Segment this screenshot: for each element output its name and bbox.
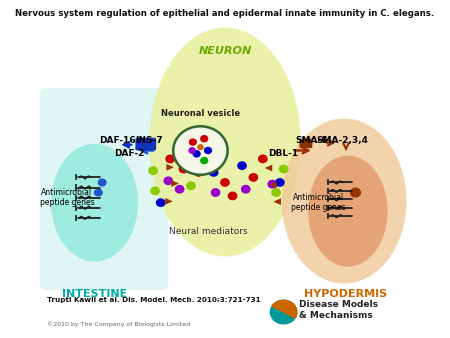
Circle shape bbox=[176, 186, 184, 193]
Polygon shape bbox=[274, 198, 281, 205]
Ellipse shape bbox=[282, 119, 406, 284]
FancyBboxPatch shape bbox=[300, 139, 312, 148]
Polygon shape bbox=[265, 165, 272, 171]
FancyBboxPatch shape bbox=[40, 88, 168, 290]
Text: Disease Models
& Mechanisms: Disease Models & Mechanisms bbox=[299, 300, 378, 320]
Text: NEURON: NEURON bbox=[198, 46, 252, 56]
Text: Trupti Kawli et al. Dis. Model. Mech. 2010;3:721-731: Trupti Kawli et al. Dis. Model. Mech. 20… bbox=[47, 297, 261, 303]
Circle shape bbox=[238, 162, 246, 169]
Circle shape bbox=[272, 189, 280, 196]
Circle shape bbox=[149, 167, 158, 174]
Text: Antimicrobial
peptide genes: Antimicrobial peptide genes bbox=[292, 193, 346, 212]
Circle shape bbox=[249, 174, 257, 181]
Text: Antimicrobial
peptide genes: Antimicrobial peptide genes bbox=[40, 188, 94, 207]
Circle shape bbox=[212, 189, 220, 196]
Polygon shape bbox=[166, 164, 174, 171]
Circle shape bbox=[187, 182, 195, 190]
Circle shape bbox=[99, 179, 106, 186]
Circle shape bbox=[191, 159, 199, 166]
Text: DAF-2: DAF-2 bbox=[115, 149, 145, 158]
Circle shape bbox=[221, 179, 229, 186]
Circle shape bbox=[173, 126, 228, 175]
Circle shape bbox=[138, 138, 148, 147]
Circle shape bbox=[166, 155, 174, 163]
Polygon shape bbox=[269, 182, 277, 188]
Circle shape bbox=[242, 186, 250, 193]
Circle shape bbox=[94, 189, 102, 196]
Wedge shape bbox=[272, 300, 297, 318]
Circle shape bbox=[279, 165, 288, 173]
Text: Neural mediators: Neural mediators bbox=[169, 227, 248, 236]
Text: Neuronal vesicle: Neuronal vesicle bbox=[161, 109, 240, 118]
Circle shape bbox=[198, 145, 203, 149]
Text: DBL-1: DBL-1 bbox=[269, 149, 299, 158]
Text: SMA-6: SMA-6 bbox=[295, 136, 328, 145]
Circle shape bbox=[259, 155, 267, 163]
Text: INS-7: INS-7 bbox=[135, 136, 162, 145]
Circle shape bbox=[157, 199, 165, 207]
Circle shape bbox=[210, 169, 218, 176]
Circle shape bbox=[270, 300, 297, 324]
Circle shape bbox=[193, 151, 200, 157]
Ellipse shape bbox=[51, 144, 138, 262]
Text: HYPODERMIS: HYPODERMIS bbox=[305, 289, 387, 298]
Circle shape bbox=[179, 165, 188, 173]
Circle shape bbox=[151, 187, 159, 195]
Text: SMA-2,3,4: SMA-2,3,4 bbox=[316, 136, 368, 145]
Circle shape bbox=[205, 147, 211, 153]
Circle shape bbox=[276, 179, 284, 186]
Circle shape bbox=[268, 180, 276, 188]
Circle shape bbox=[351, 188, 360, 197]
Text: DAF-16: DAF-16 bbox=[99, 136, 135, 145]
Circle shape bbox=[201, 136, 207, 142]
Text: Nervous system regulation of epithelial and epidermal innate immunity in C. eleg: Nervous system regulation of epithelial … bbox=[15, 9, 435, 18]
Text: INTESTINE: INTESTINE bbox=[62, 289, 127, 298]
Circle shape bbox=[189, 139, 196, 145]
Circle shape bbox=[229, 192, 237, 200]
Text: ©2010 by The Company of Biologists Limited: ©2010 by The Company of Biologists Limit… bbox=[47, 322, 190, 327]
Polygon shape bbox=[165, 198, 173, 205]
Circle shape bbox=[201, 158, 207, 164]
Circle shape bbox=[164, 177, 172, 185]
Ellipse shape bbox=[308, 155, 387, 267]
Ellipse shape bbox=[149, 28, 301, 257]
Circle shape bbox=[189, 148, 195, 153]
Polygon shape bbox=[171, 180, 179, 187]
FancyBboxPatch shape bbox=[135, 138, 156, 150]
Circle shape bbox=[194, 169, 202, 176]
